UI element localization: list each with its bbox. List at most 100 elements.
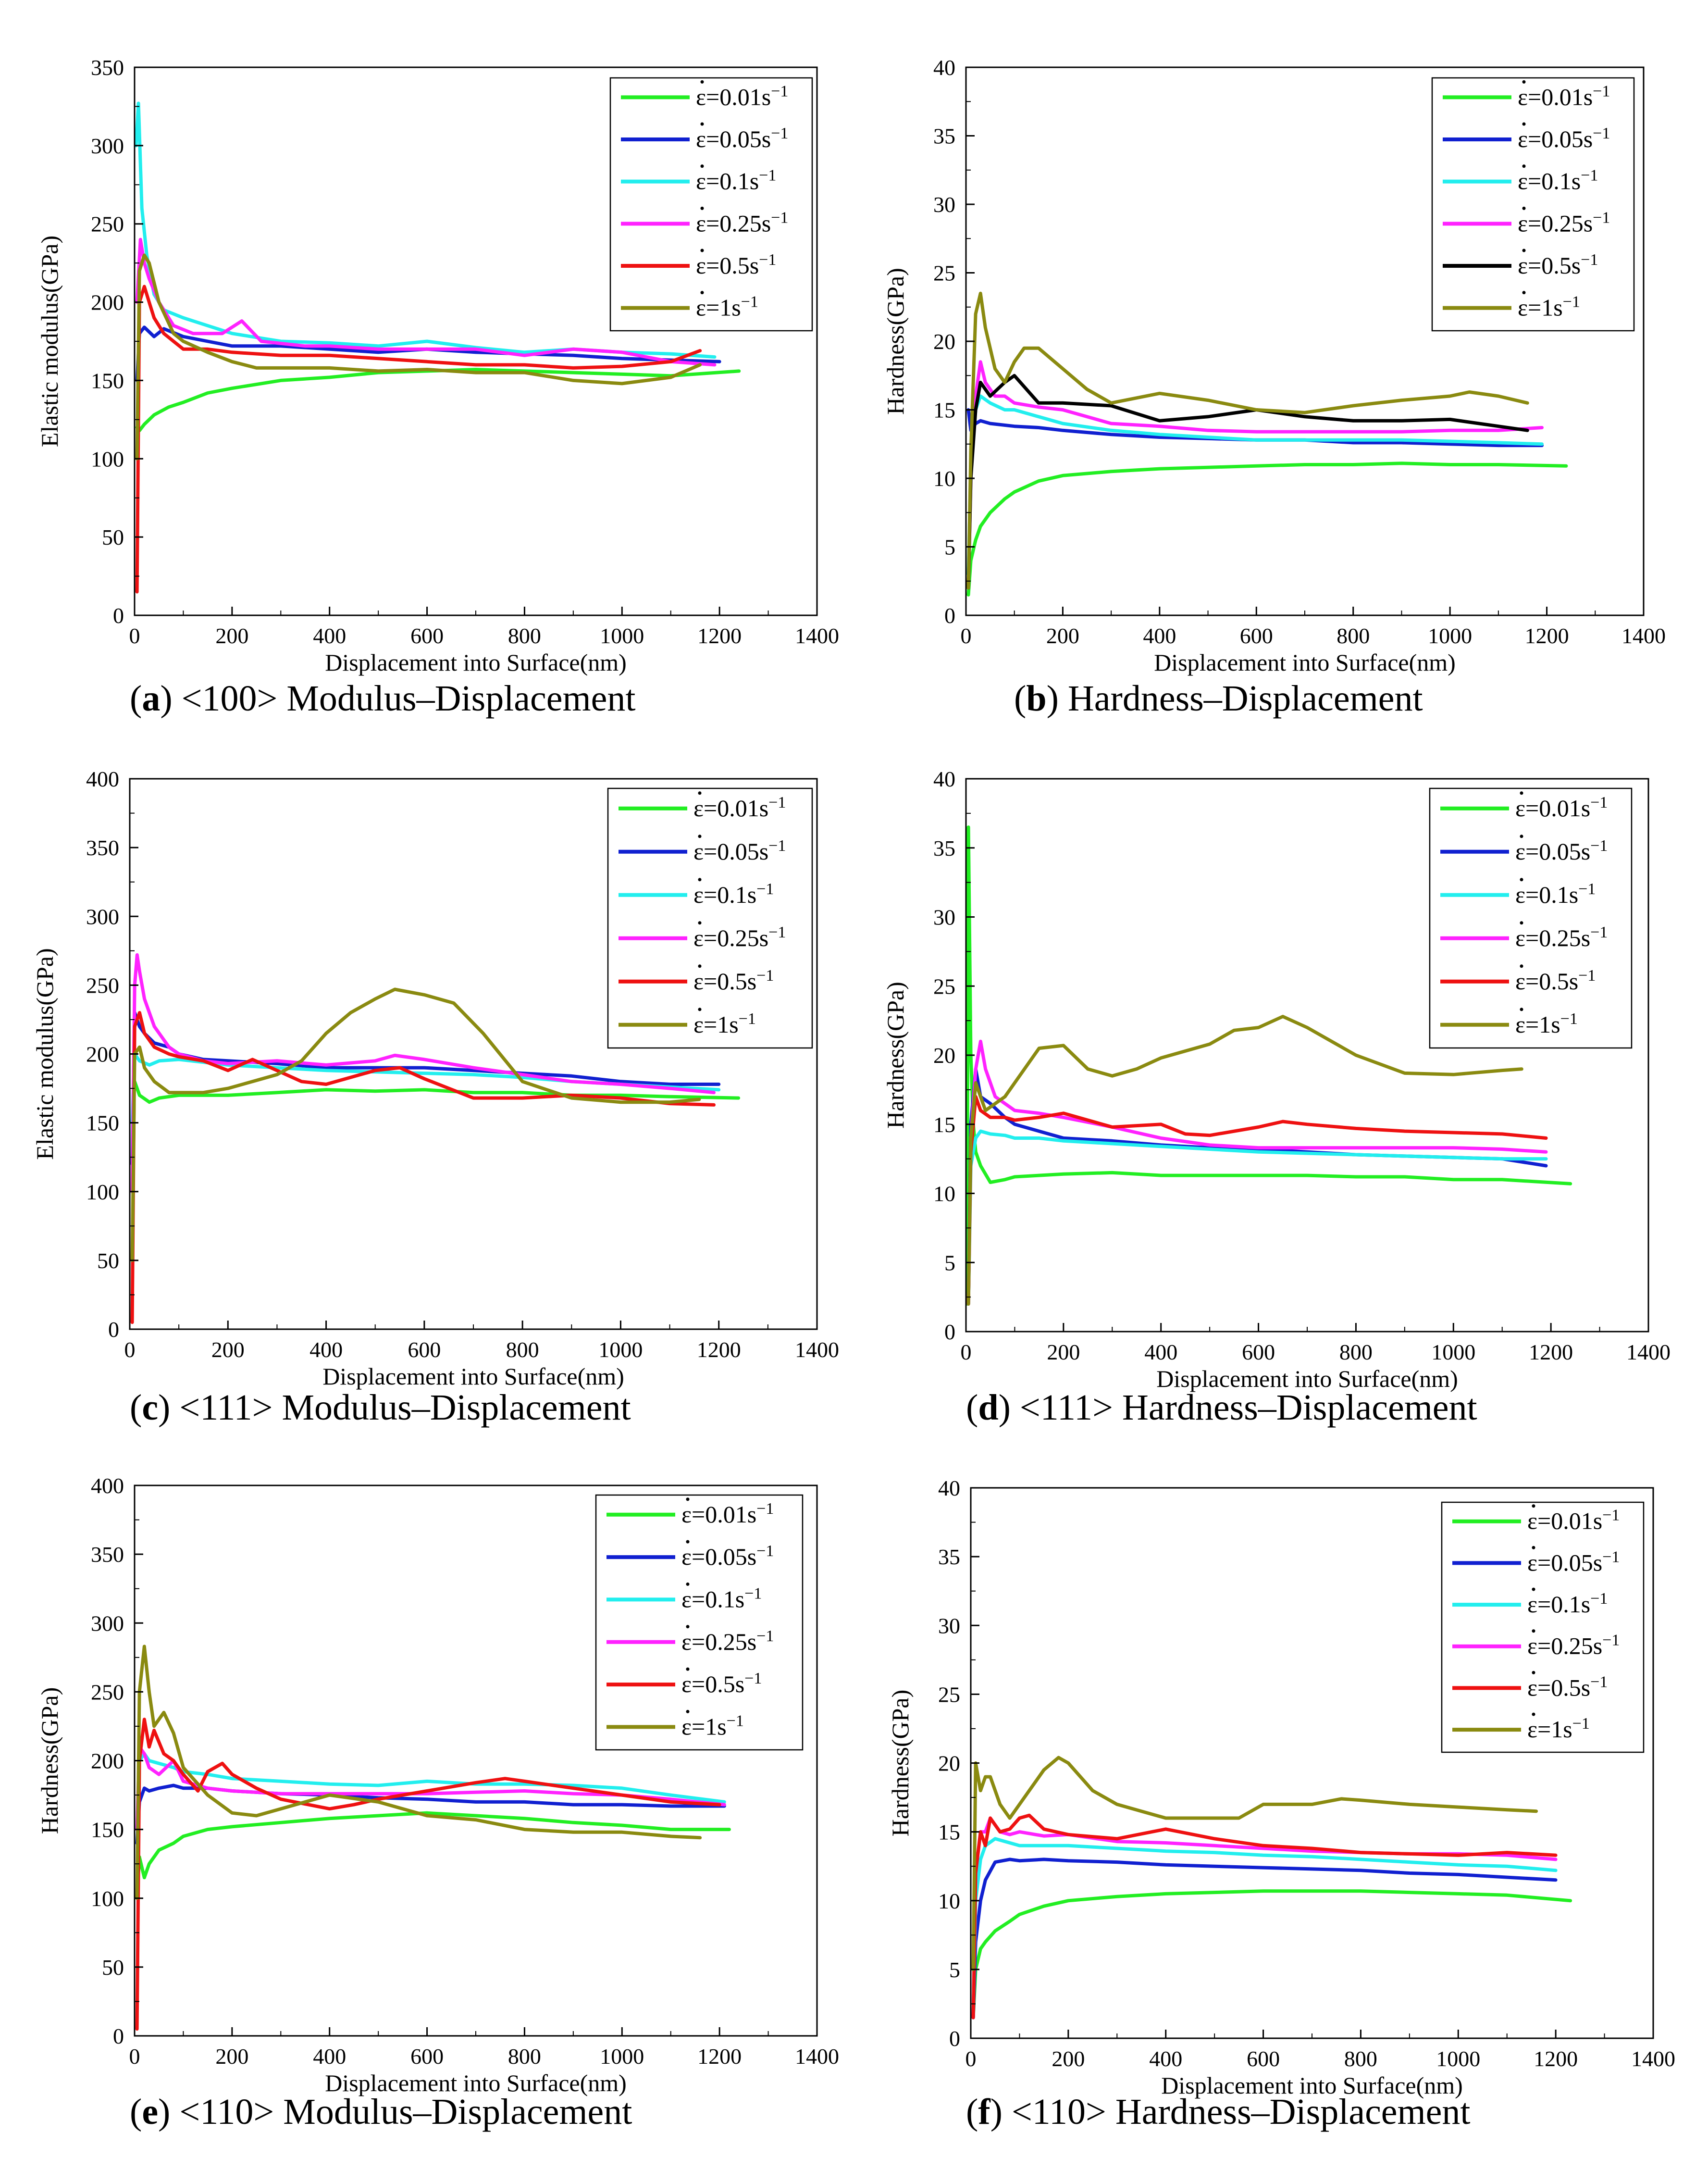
caption-text: <110> Hardness–Displacement [1011,2092,1471,2132]
legend-label: ε=1s−1 [696,293,758,321]
series-line [971,1858,1558,2020]
caption-letter: a [142,678,161,719]
y-tick-label: 5 [949,1958,960,1982]
rate-dot [698,878,702,882]
y-tick-label: 20 [933,329,955,354]
caption-text: <110> Modulus–Displacement [179,2092,632,2132]
x-tick-label: 200 [215,2044,248,2069]
x-tick-label: 0 [961,1340,972,1364]
legend-box [1431,77,1635,332]
x-tick-label: 0 [961,623,972,648]
y-tick-label: 0 [949,2026,960,2051]
y-axis-label: Hardness(GPa) [882,268,909,414]
y-tick-label: 300 [91,1611,124,1635]
series-line [135,253,702,461]
x-tick-label: 600 [408,1337,441,1362]
y-tick-label: 250 [91,1680,124,1704]
rate-dot [1522,80,1526,84]
y-tick-label: 400 [86,767,119,791]
legend-label: ε=0.05s−1 [1515,837,1608,865]
y-tick-label: 100 [91,447,124,471]
y-tick-label: 250 [91,212,124,237]
legend-label: ε=0.01s−1 [693,794,786,822]
legend-label: ε=0.01s−1 [696,82,788,110]
panel-caption: (d) <111> Hardness–Displacement [966,1387,1477,1428]
legend-label: ε=0.1s−1 [1527,1590,1608,1618]
x-axis-label: Displacement into Surface(nm) [1154,649,1456,676]
caption-text: <111> Modulus–Displacement [179,1387,631,1428]
y-tick-label: 50 [102,1955,124,1980]
x-tick-label: 1400 [795,623,839,648]
x-tick-label: 200 [215,623,248,648]
legend-label: ε=0.05s−1 [1527,1548,1620,1576]
legend: ε=0.01s−1 ε=0.05s−1 ε=0.1s−1 ε=0.25s−1 ε=0.5… [1431,77,1635,332]
series-line [966,374,1529,590]
y-tick-label: 100 [86,1180,119,1204]
rate-dot [698,964,702,968]
x-tick-label: 1000 [1428,623,1472,648]
y-tick-label: 15 [933,398,955,423]
legend-label: ε=0.05s−1 [696,125,788,152]
legend-box [609,77,813,332]
y-tick-label: 10 [933,1182,955,1206]
rate-dot [698,835,702,838]
legend: ε=0.01s−1 ε=0.05s−1 ε=0.1s−1 ε=0.25s−1 ε=0.5… [607,787,813,1049]
x-tick-label: 1000 [1431,1340,1475,1364]
series-line [135,1752,726,1832]
legend-label: ε=0.01s−1 [681,1500,774,1528]
y-tick-label: 300 [86,904,119,929]
x-tick-label: 800 [508,2044,541,2069]
y-tick-label: 0 [944,603,955,628]
rate-dot [1532,1629,1535,1633]
legend-label: ε=0.05s−1 [681,1542,774,1570]
panel-caption: (e) <110> Modulus–Displacement [130,2092,632,2132]
x-tick-label: 0 [124,1337,136,1362]
legend: ε=0.01s−1 ε=0.05s−1 ε=0.1s−1 ε=0.25s−1 ε=0.5… [609,77,813,332]
legend-label: ε=0.1s−1 [681,1584,762,1612]
rate-dot [686,1667,690,1671]
x-tick-label: 1200 [1534,2046,1578,2071]
legend-label: ε=0.25s−1 [693,923,786,951]
legend-label: ε=0.5s−1 [681,1670,762,1697]
panel-caption: (f) <110> Hardness–Displacement [966,2092,1471,2132]
panel-caption: (c) <111> Modulus–Displacement [130,1387,631,1428]
series-line [130,1011,716,1324]
x-tick-label: 600 [410,2044,444,2069]
chart-panel-f: 0 200 400 600 800 1000 1200 1400 0 5 10 15 20 25 30 35 4… [887,1476,1675,2099]
x-axis-label: Displacement into Surface(nm) [325,649,627,676]
y-tick-label: 15 [933,1112,955,1137]
chart-panel-e: 0 200 400 600 800 1000 1200 1400 0 50 100 150 200 250… [36,1473,839,2096]
legend-label: ε=0.25s−1 [696,209,788,237]
y-tick-label: 30 [933,192,955,217]
y-tick-label: 200 [91,1749,124,1773]
x-axis-label: Displacement into Surface(nm) [322,1363,624,1390]
legend-label: ε=0.01s−1 [1518,82,1610,110]
x-tick-label: 1000 [600,2044,644,2069]
caption-letter: d [978,1387,999,1428]
y-tick-label: 50 [102,525,124,549]
x-tick-label: 800 [1339,1340,1373,1364]
series-line [135,1718,721,2031]
x-tick-label: 200 [1047,1340,1080,1364]
rate-dot [1522,249,1526,252]
legend-label: ε=1s−1 [1518,293,1580,321]
legend-box [1441,1501,1645,1753]
rate-dot [686,1582,690,1586]
y-tick-label: 25 [933,261,955,286]
series-line [130,953,716,1194]
y-axis-label: Elastic modulus(GPa) [36,236,63,447]
legend-label: ε=0.25s−1 [1518,209,1610,237]
legend-label: ε=0.05s−1 [1518,125,1610,152]
rate-dot [1520,791,1523,795]
series-line [135,237,717,367]
series-line [966,1015,1523,1306]
legend-label: ε=0.5s−1 [693,967,774,995]
x-tick-label: 1000 [1436,2046,1480,2071]
x-axis-label: Displacement into Surface(nm) [325,2070,627,2096]
series-line [135,368,741,433]
y-tick-label: 0 [113,603,124,628]
x-tick-label: 400 [313,623,346,648]
series-line [966,408,1544,448]
legend-label: ε=0.1s−1 [696,167,776,195]
